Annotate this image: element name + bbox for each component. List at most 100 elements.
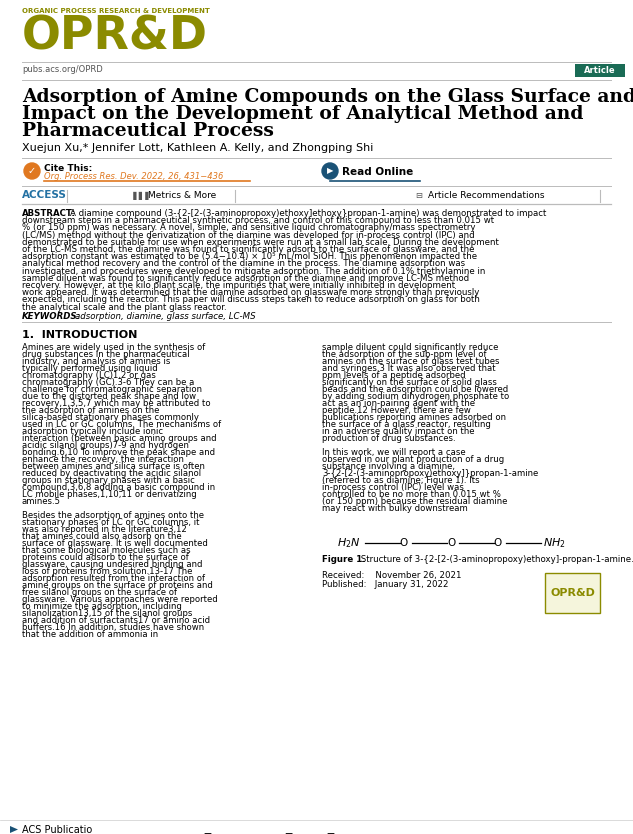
- Text: $NH_2$: $NH_2$: [543, 536, 566, 550]
- Text: % (or 150 ppm) was necessary. A novel, simple, and sensitive liquid chromatograp: % (or 150 ppm) was necessary. A novel, s…: [22, 224, 475, 233]
- Text: free silanol groups on the surface of: free silanol groups on the surface of: [22, 588, 177, 597]
- Text: demonstrated to be suitable for use when experiments were run at a small lab sca: demonstrated to be suitable for use when…: [22, 238, 499, 247]
- Text: Published:   January 31, 2022: Published: January 31, 2022: [322, 580, 449, 589]
- Text: O: O: [447, 538, 455, 548]
- Text: and syringes.3 It was also observed that: and syringes.3 It was also observed that: [322, 364, 496, 373]
- Text: ABSTRACT:: ABSTRACT:: [22, 209, 76, 218]
- Text: act as an ion-pairing agent with the: act as an ion-pairing agent with the: [322, 399, 475, 408]
- Text: (LC/MS) method without the derivatization of the diamine was developed for in-pr: (LC/MS) method without the derivatizatio…: [22, 230, 475, 239]
- Text: in-process control (IPC) level was: in-process control (IPC) level was: [322, 483, 464, 492]
- Text: adsorption constant was estimated to be (5.4−10.4) × 10⁵ mL/mol SiOH. This pheno: adsorption constant was estimated to be …: [22, 252, 477, 261]
- Text: Org. Process Res. Dev. 2022, 26, 431−436: Org. Process Res. Dev. 2022, 26, 431−436: [44, 172, 223, 181]
- Text: pubs.acs.org/OPRD: pubs.acs.org/OPRD: [22, 65, 103, 74]
- Text: drug substances in the pharmaceutical: drug substances in the pharmaceutical: [22, 349, 190, 359]
- Text: glassware, causing undesired binding and: glassware, causing undesired binding and: [22, 560, 203, 569]
- Text: substance involving a diamine,: substance involving a diamine,: [322, 462, 455, 471]
- Text: expected, including the reactor. This paper will discuss steps taken to reduce a: expected, including the reactor. This pa…: [22, 295, 480, 304]
- Text: that the addition of ammonia in: that the addition of ammonia in: [22, 630, 158, 639]
- Text: may react with bulky downstream: may react with bulky downstream: [322, 504, 468, 513]
- Text: was also reported in the literature3,12: was also reported in the literature3,12: [22, 525, 187, 534]
- Text: downstream steps in a pharmaceutical synthetic process, and control of this comp: downstream steps in a pharmaceutical syn…: [22, 216, 494, 225]
- Text: recovery. However, at the kilo plant scale, the impurities that were initially i: recovery. However, at the kilo plant sca…: [22, 281, 455, 290]
- Text: and addition of surfactants17 or amino acid: and addition of surfactants17 or amino a…: [22, 615, 210, 625]
- Polygon shape: [10, 826, 18, 833]
- Text: amines.5: amines.5: [22, 497, 61, 505]
- Text: ▶: ▶: [327, 167, 333, 175]
- Text: controlled to be no more than 0.015 wt %: controlled to be no more than 0.015 wt %: [322, 490, 501, 499]
- Text: O: O: [400, 538, 408, 548]
- Text: stationary phases of LC or GC columns, it: stationary phases of LC or GC columns, i…: [22, 518, 199, 527]
- Text: to minimize the adsorption, including: to minimize the adsorption, including: [22, 602, 182, 610]
- Text: surface of glassware. It is well documented: surface of glassware. It is well documen…: [22, 539, 208, 548]
- Text: significantly on the surface of solid glass: significantly on the surface of solid gl…: [322, 378, 497, 387]
- Text: $H_2N$: $H_2N$: [337, 536, 361, 550]
- Text: groups in stationary phases with a basic: groups in stationary phases with a basic: [22, 476, 195, 485]
- Text: ppm levels of a peptide adsorbed: ppm levels of a peptide adsorbed: [322, 371, 466, 379]
- Text: ⊟: ⊟: [415, 191, 422, 200]
- Text: bonding.6,10 To improve the peak shape and: bonding.6,10 To improve the peak shape a…: [22, 448, 215, 457]
- Text: chromatography (GC).3-6 They can be a: chromatography (GC).3-6 They can be a: [22, 378, 194, 387]
- Text: chromatography (LC)1,2 or gas: chromatography (LC)1,2 or gas: [22, 371, 156, 379]
- Text: beads and the adsorption could be lowered: beads and the adsorption could be lowere…: [322, 384, 508, 394]
- Text: Received:    November 26, 2021: Received: November 26, 2021: [322, 570, 461, 580]
- Text: analytical method recovery and the control of the diamine in the process. The di: analytical method recovery and the contr…: [22, 259, 465, 269]
- Text: recovery,1,3,5,7 which may be attributed to: recovery,1,3,5,7 which may be attributed…: [22, 399, 211, 408]
- Text: typically performed using liquid: typically performed using liquid: [22, 364, 158, 373]
- Text: silica-based stationary phases commonly: silica-based stationary phases commonly: [22, 413, 199, 422]
- Text: In this work, we will report a case: In this work, we will report a case: [322, 448, 466, 457]
- Text: interaction (between basic amino groups and: interaction (between basic amino groups …: [22, 434, 216, 443]
- Text: ✓: ✓: [28, 166, 36, 176]
- Text: due to the distorted peak shape and low: due to the distorted peak shape and low: [22, 392, 196, 401]
- Text: amine groups on the surface of proteins and: amine groups on the surface of proteins …: [22, 580, 213, 590]
- Text: ACS Publicatio: ACS Publicatio: [22, 825, 92, 834]
- Text: sample diluent could significantly reduce: sample diluent could significantly reduc…: [322, 343, 498, 352]
- Text: compound,3,6,8 adding a basic compound in: compound,3,6,8 adding a basic compound i…: [22, 483, 215, 492]
- Text: Impact on the Development of Analytical Method and: Impact on the Development of Analytical …: [22, 105, 584, 123]
- Text: peptide.12 However, there are few: peptide.12 However, there are few: [322, 406, 471, 414]
- Text: industry, and analysis of amines is: industry, and analysis of amines is: [22, 357, 170, 366]
- Text: acidic silanol groups)7-9 and hydrogen: acidic silanol groups)7-9 and hydrogen: [22, 441, 189, 450]
- Text: that some biological molecules such as: that some biological molecules such as: [22, 545, 191, 555]
- Text: (referred to as diamine; Figure 1). Its: (referred to as diamine; Figure 1). Its: [322, 476, 480, 485]
- Text: silanolization13,15 of the silanol groups: silanolization13,15 of the silanol group…: [22, 609, 192, 618]
- Text: Article Recommendations: Article Recommendations: [428, 191, 544, 200]
- Text: observed in our plant production of a drug: observed in our plant production of a dr…: [322, 455, 505, 464]
- Text: Cite This:: Cite This:: [44, 164, 92, 173]
- Text: (or 150 ppm) because the residual diamine: (or 150 ppm) because the residual diamin…: [322, 497, 508, 505]
- Text: Structure of 3-{2-[2-(3-aminopropoxy)ethoxy]-propan-1-amine.: Structure of 3-{2-[2-(3-aminopropoxy)eth…: [358, 555, 633, 564]
- Text: ORGANIC PROCESS RESEARCH & DEVELOPMENT: ORGANIC PROCESS RESEARCH & DEVELOPMENT: [22, 8, 210, 14]
- Text: the surface of a glass reactor, resulting: the surface of a glass reactor, resultin…: [322, 420, 491, 429]
- Text: sample diluent was found to significantly reduce adsorption of the diamine and i: sample diluent was found to significantl…: [22, 274, 469, 283]
- Text: proteins could adsorb to the surface of: proteins could adsorb to the surface of: [22, 553, 189, 562]
- Text: amines on the surface of glass test tubes: amines on the surface of glass test tube…: [322, 357, 499, 366]
- Text: loss of proteins from solution.13-17 The: loss of proteins from solution.13-17 The: [22, 567, 192, 575]
- Text: adsorption resulted from the interaction of: adsorption resulted from the interaction…: [22, 574, 205, 583]
- Bar: [575, 64, 625, 77]
- Bar: [545, 573, 600, 613]
- Text: Figure 1.: Figure 1.: [322, 555, 366, 564]
- Text: A diamine compound (3-{2-[2-(3-aminopropoxy)ethoxy]ethoxy}propan-1-amine) was de: A diamine compound (3-{2-[2-(3-aminoprop…: [70, 209, 546, 218]
- Text: the analytical scale and the plant glass reactor.: the analytical scale and the plant glass…: [22, 303, 227, 312]
- Circle shape: [24, 163, 40, 179]
- Text: Xuejun Xu,* Jennifer Lott, Kathleen A. Kelly, and Zhongping Shi: Xuejun Xu,* Jennifer Lott, Kathleen A. K…: [22, 143, 373, 153]
- Text: 1.  INTRODUCTION: 1. INTRODUCTION: [22, 329, 137, 339]
- Text: Adsorption of Amine Compounds on the Glass Surface and Their: Adsorption of Amine Compounds on the Gla…: [22, 88, 633, 106]
- Text: Read Online: Read Online: [342, 167, 413, 177]
- Text: the adsorption of the sub-ppm level of: the adsorption of the sub-ppm level of: [322, 349, 487, 359]
- Text: enhance the recovery, the interaction: enhance the recovery, the interaction: [22, 455, 184, 464]
- Text: buffers.16 In addition, studies have shown: buffers.16 In addition, studies have sho…: [22, 623, 204, 632]
- Text: of the LC-MS method, the diamine was found to significantly adsorb to the surfac: of the LC-MS method, the diamine was fou…: [22, 245, 475, 254]
- Text: the adsorption of amines on the: the adsorption of amines on the: [22, 406, 160, 414]
- Text: Besides the adsorption of amines onto the: Besides the adsorption of amines onto th…: [22, 510, 204, 520]
- Text: used in LC or GC columns. The mechanisms of: used in LC or GC columns. The mechanisms…: [22, 420, 221, 429]
- Text: reduced by deactivating the acidic silanol: reduced by deactivating the acidic silan…: [22, 469, 201, 478]
- Text: between amines and silica surface is often: between amines and silica surface is oft…: [22, 462, 205, 471]
- Text: challenge for chromatographic separation: challenge for chromatographic separation: [22, 384, 202, 394]
- Text: ebook-hunter.org: ebook-hunter.org: [175, 833, 555, 834]
- Text: Metrics & More: Metrics & More: [148, 191, 216, 200]
- Text: ACCESS: ACCESS: [22, 190, 67, 200]
- Text: Pharmaceutical Process: Pharmaceutical Process: [22, 122, 274, 140]
- Text: adsorption, diamine, glass surface, LC-MS: adsorption, diamine, glass surface, LC-M…: [75, 312, 256, 321]
- Text: 3-{2-[2-(3-aminopropoxy)ethoxy]}propan-1-amine: 3-{2-[2-(3-aminopropoxy)ethoxy]}propan-1…: [322, 469, 538, 478]
- Text: ▐▐▐: ▐▐▐: [130, 191, 149, 200]
